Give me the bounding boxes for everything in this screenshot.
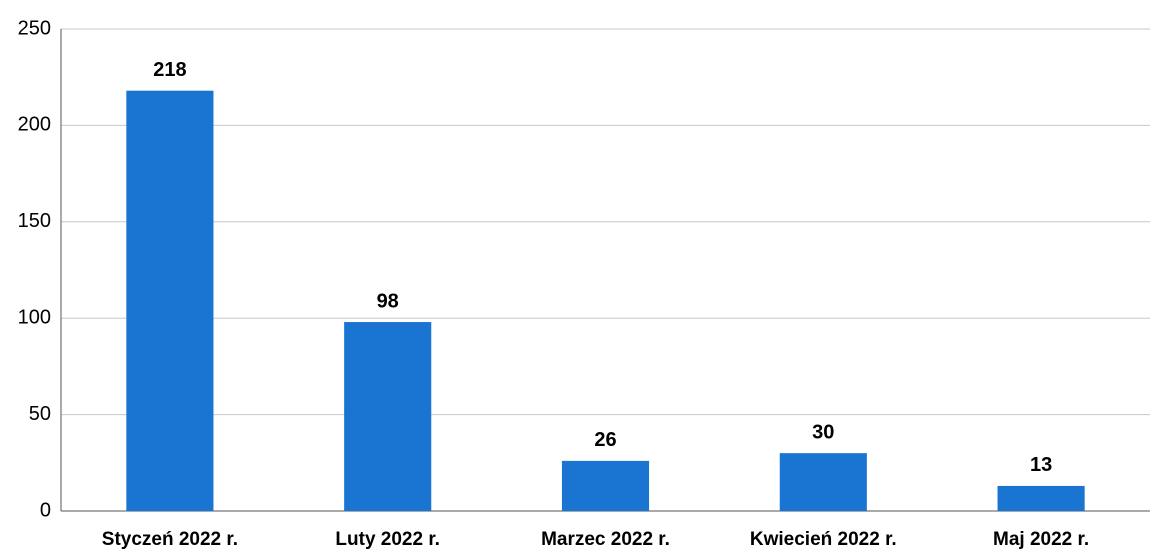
data-label: 13 — [1030, 454, 1052, 476]
y-tick-label: 150 — [18, 210, 51, 232]
bar — [344, 322, 432, 511]
x-tick-label: Styczeń 2022 r. — [102, 529, 238, 550]
bar — [997, 485, 1085, 511]
data-label: 30 — [812, 421, 834, 443]
bar — [561, 460, 650, 511]
y-tick-label: 50 — [29, 403, 51, 425]
x-tick-label: Luty 2022 r. — [335, 529, 440, 550]
bar — [126, 90, 214, 512]
y-tick-label: 200 — [18, 114, 51, 136]
data-label: 218 — [153, 59, 186, 81]
x-tick-label: Marzec 2022 r. — [541, 529, 670, 550]
y-tick-label: 100 — [18, 306, 51, 328]
y-tick-label: 250 — [18, 17, 51, 39]
data-label: 98 — [377, 290, 399, 312]
y-tick-label: 0 — [40, 499, 51, 521]
x-tick-label: Kwiecień 2022 r. — [750, 529, 897, 550]
bar — [779, 453, 867, 511]
data-label: 26 — [594, 429, 616, 451]
x-tick-label: Maj 2022 r. — [993, 529, 1089, 550]
